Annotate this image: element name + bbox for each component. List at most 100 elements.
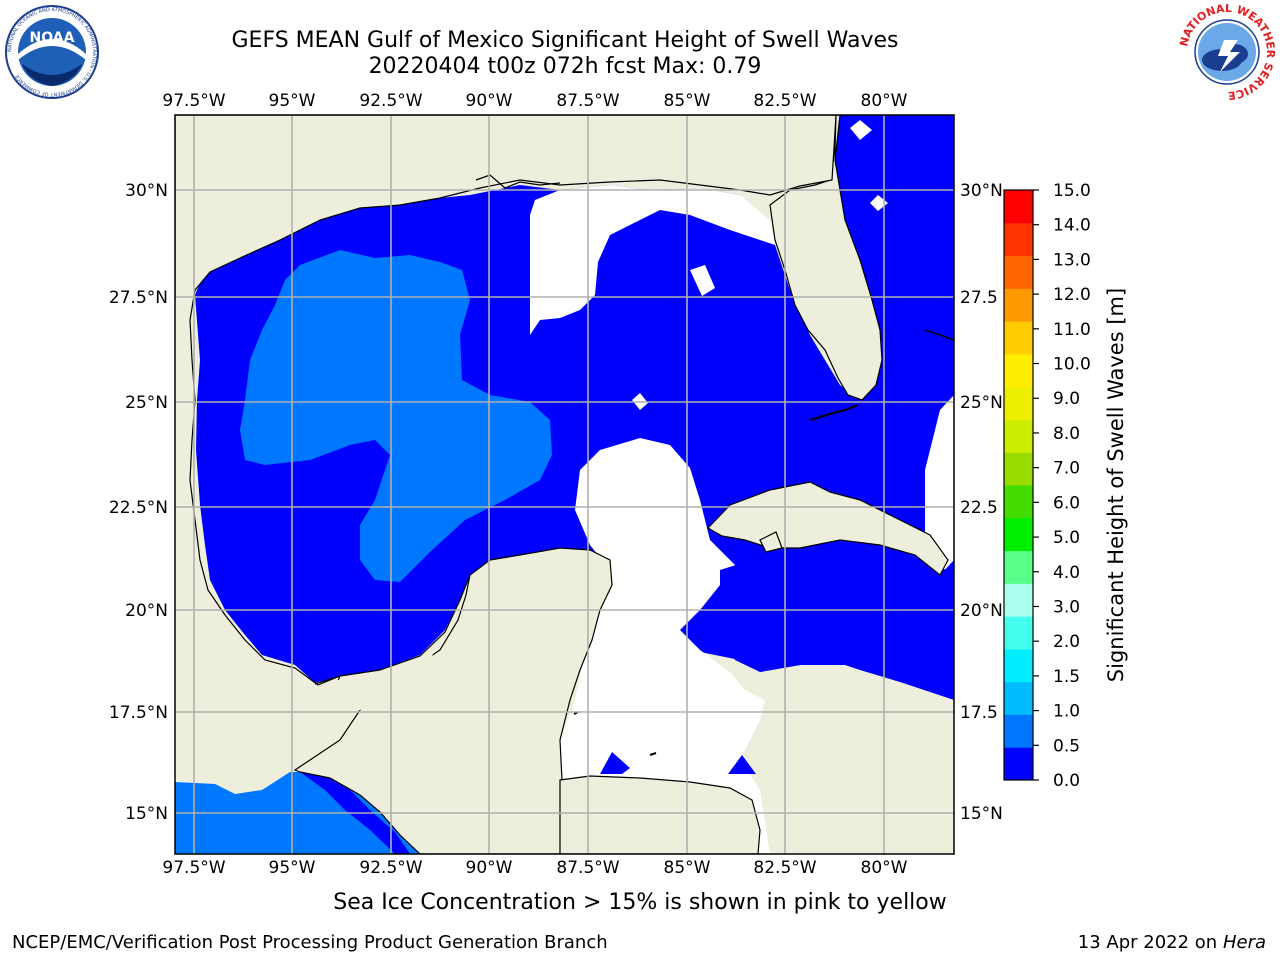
lat-label: 30°N [125, 181, 168, 201]
lat-label: 15°N [125, 804, 168, 824]
footer-credit: NCEP/EMC/Verification Post Processing Pr… [12, 932, 608, 953]
lat-label: 17.5°N [109, 703, 168, 723]
colorbar-segment [1004, 255, 1033, 289]
map-title: GEFS MEAN Gulf of Mexico Significant Hei… [231, 28, 899, 53]
colorbar-segment [1004, 288, 1033, 322]
lon-label: 80°W [861, 858, 908, 878]
footer-date-text: 13 Apr 2022 on [1077, 932, 1223, 953]
colorbar-tick-label: 8.0 [1053, 424, 1080, 444]
lon-label: 85°W [664, 858, 711, 878]
noaa-logo-text: NOAA [30, 30, 75, 46]
lat-label: 15°N [960, 804, 1003, 824]
colorbar-segment [1004, 190, 1033, 224]
map-plot-area [175, 115, 954, 854]
pacific-swell-region-low [300, 770, 410, 854]
colorbar-segment [1004, 714, 1033, 748]
lat-label: 22.5°N [109, 498, 168, 518]
bahamas-coast [924, 329, 954, 341]
colorbar-segment [1004, 386, 1033, 420]
lon-label: 82.5°W [753, 91, 816, 111]
lat-label: 20°N [960, 601, 1003, 621]
lon-labels-top: 97.5°W 95°W 92.5°W 90°W 87.5°W 85°W 82.5… [162, 91, 907, 111]
colorbar-label: Significant Height of Swell Waves [m] [1104, 288, 1128, 682]
lon-label: 87.5°W [556, 858, 619, 878]
lon-label: 97.5°W [162, 91, 225, 111]
lon-label: 90°W [466, 858, 513, 878]
gulf-swell-region-higher [240, 250, 552, 582]
colorbar-segment [1004, 452, 1033, 486]
caribbean-swell-region [720, 540, 954, 700]
noaa-logo: NOAA NATIONAL OCEANIC AND ATMOSPHERIC AD… [5, 5, 99, 99]
sea-ice-note: Sea Ice Concentration > 15% is shown in … [333, 890, 947, 915]
lat-labels-right: 30°N 27.5 25°N 22.5 20°N 17.5 15°N [960, 181, 1003, 824]
colorbar-tick-label: 9.0 [1053, 389, 1080, 409]
colorbar-tick-label: 3.0 [1053, 597, 1080, 617]
colorbar-segment [1004, 222, 1033, 257]
colorbar-tick-label: 0.0 [1053, 771, 1080, 791]
lat-label: 22.5 [960, 498, 998, 518]
colorbar-tick-label: 4.0 [1053, 563, 1080, 583]
lon-label: 95°W [269, 858, 316, 878]
lon-label: 97.5°W [162, 858, 225, 878]
footer-machine: Hera [1222, 932, 1266, 953]
lat-label: 27.5°N [109, 288, 168, 308]
colorbar-tick-label: 10.0 [1053, 355, 1091, 375]
nws-logo: NATIONAL WEATHER SERVICE [1178, 4, 1276, 100]
lat-label: 17.5 [960, 703, 998, 723]
colorbar-segment [1004, 747, 1033, 781]
lon-label: 80°W [861, 91, 908, 111]
mexico-land [175, 300, 440, 772]
colorbar-tick-label: 0.5 [1053, 736, 1080, 756]
colorbar-frame [1003, 189, 1034, 781]
colorbar-segment [1004, 616, 1033, 650]
map-subtitle: 20220404 t00z 072h fcst Max: 0.79 [368, 54, 762, 79]
lon-labels-bottom: 97.5°W 95°W 92.5°W 90°W 87.5°W 85°W 82.5… [162, 858, 907, 878]
lon-label: 92.5°W [359, 858, 422, 878]
colorbar-segment [1004, 583, 1033, 617]
colorbar-segment [1004, 648, 1033, 683]
colorbar-tick-label: 13.0 [1053, 250, 1091, 270]
colorbar-segment [1004, 485, 1033, 519]
lat-label: 20°N [125, 601, 168, 621]
colorbar: 0.0 0.5 1.0 1.5 2.0 3.0 4.0 5.0 6.0 7.0 8.0 9.0 10.0… [1003, 181, 1091, 791]
colorbar-tick-label: 6.0 [1053, 493, 1080, 513]
florida-keys [809, 404, 859, 421]
colorbar-segment [1004, 550, 1033, 584]
colorbar-segment [1004, 681, 1033, 715]
colorbar-tick-label: 1.5 [1053, 667, 1080, 687]
central-america-land [559, 775, 761, 854]
lon-label: 85°W [664, 91, 711, 111]
map-gridlines [175, 115, 954, 854]
lon-label: 87.5°W [556, 91, 619, 111]
small-island [649, 752, 657, 756]
colorbar-tick-label: 12.0 [1053, 285, 1091, 305]
colorbar-tick-label: 2.0 [1053, 632, 1080, 652]
lat-label: 27.5 [960, 288, 998, 308]
colorbar-segment [1004, 517, 1033, 552]
colorbar-tick-label: 5.0 [1053, 528, 1080, 548]
lon-label: 90°W [466, 91, 513, 111]
colorbar-segment [1004, 353, 1033, 388]
swell-patch [600, 752, 630, 774]
mississippi-delta [475, 174, 561, 189]
lat-label: 30°N [960, 181, 1003, 201]
footer-date: 13 Apr 2022 on Hera [1078, 932, 1266, 953]
lat-labels-left: 30°N 27.5°N 25°N 22.5°N 20°N 17.5°N 15°N [109, 181, 168, 824]
colorbar-tick-label: 1.0 [1053, 702, 1080, 722]
colorbar-segment [1004, 419, 1033, 453]
colorbar-tick-label: 15.0 [1053, 181, 1091, 201]
colorbar-segment [1004, 321, 1033, 355]
colorbar-tick-label: 14.0 [1053, 216, 1091, 236]
colorbar-tick-label: 7.0 [1053, 459, 1080, 479]
map-frame [174, 114, 955, 855]
isla-juventud [759, 531, 783, 553]
lat-label: 25°N [960, 393, 1003, 413]
campeche-coastline [314, 574, 471, 685]
lat-label: 25°N [125, 393, 168, 413]
lon-label: 82.5°W [753, 858, 816, 878]
lon-label: 92.5°W [359, 91, 422, 111]
lon-label: 95°W [269, 91, 316, 111]
swell-patch [728, 755, 756, 774]
colorbar-tick-label: 11.0 [1053, 320, 1091, 340]
